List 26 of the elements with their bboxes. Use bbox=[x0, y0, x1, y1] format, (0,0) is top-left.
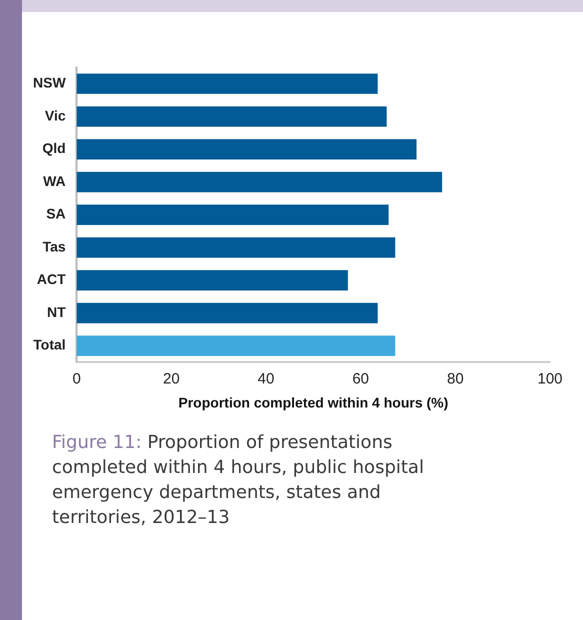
caption: Figure 11: Proportion of presentations completed within 4 hours, public hospital emergency departments, states and territories, 2012–13 bbox=[52, 431, 425, 530]
y-tick-label: Total bbox=[33, 336, 66, 353]
bar bbox=[76, 172, 442, 192]
x-tick-label: 0 bbox=[72, 370, 81, 388]
bar bbox=[76, 336, 396, 356]
y-tick-label: WA bbox=[43, 172, 66, 189]
bar bbox=[76, 237, 396, 258]
x-axis-title: Proportion completed within 4 hours (%) bbox=[178, 394, 448, 410]
x-tick-label: 40 bbox=[258, 370, 274, 388]
bar bbox=[76, 74, 378, 94]
bar bbox=[76, 139, 417, 160]
bar bbox=[76, 106, 387, 127]
y-tick-label: NSW bbox=[32, 74, 66, 91]
bar bbox=[76, 204, 389, 225]
y-tick-label: SA bbox=[46, 206, 66, 222]
bar bbox=[76, 302, 378, 324]
y-tick-label: NT bbox=[46, 304, 66, 320]
x-tick-label: 60 bbox=[352, 370, 370, 388]
y-tick-label: Vic bbox=[44, 107, 66, 124]
bar bbox=[76, 270, 348, 290]
x-tick-label: 80 bbox=[446, 370, 464, 388]
x-tick-label: 20 bbox=[162, 370, 180, 388]
y-tick-label: Tas bbox=[42, 238, 66, 254]
x-tick-label: 100 bbox=[537, 370, 563, 388]
y-tick-label: Qld bbox=[42, 140, 66, 156]
y-tick-label: ACT bbox=[36, 271, 66, 288]
